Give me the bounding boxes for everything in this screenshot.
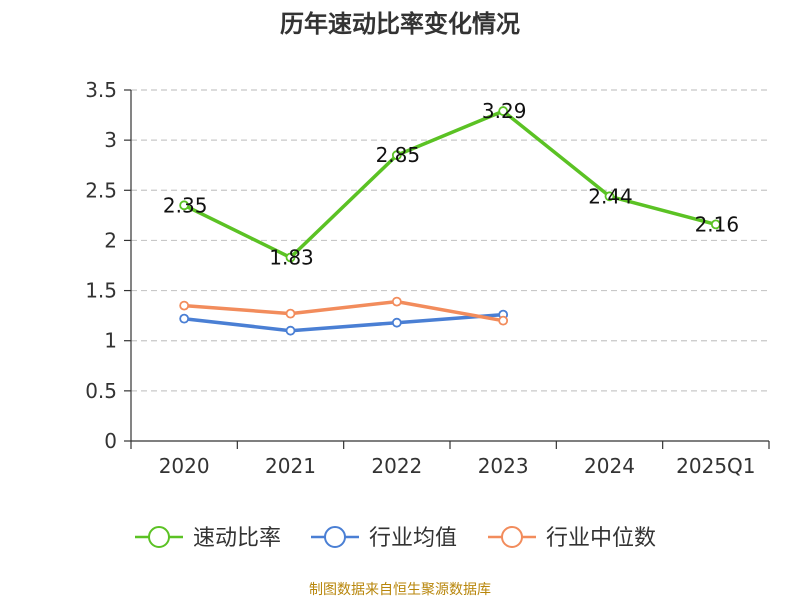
data-point	[391, 150, 402, 161]
data-point	[391, 296, 402, 307]
legend-label: 速动比率	[193, 526, 281, 551]
y-tick-label: 3.5	[85, 78, 117, 102]
legend-item-2[interactable]: 行业均值	[311, 526, 457, 551]
data-point	[604, 191, 615, 202]
grid	[131, 89, 769, 392]
x-tick-label: 2025Q1	[676, 454, 755, 478]
legend-item-3[interactable]: 行业中位数	[488, 526, 656, 551]
data-label: 2.35	[163, 193, 208, 217]
legend[interactable]: 速动比率 行业均值 行业中位数	[135, 526, 656, 551]
chart-title: 历年速动比率变化情况	[280, 10, 520, 38]
data-point	[285, 252, 296, 263]
series-line-1	[182, 109, 718, 260]
x-tick-label: 2023	[478, 454, 529, 478]
legend-label: 行业均值	[369, 526, 457, 551]
data-point	[285, 308, 296, 319]
y-tick-label: 1.5	[85, 279, 117, 303]
data-labels: 2.35 1.83 2.85 3.29 2.44 2.16	[163, 99, 739, 269]
data-point	[179, 313, 190, 324]
data-point	[179, 300, 190, 311]
x-tick-label: 2021	[265, 454, 316, 478]
legend-marker	[501, 526, 523, 548]
axes: 0 0.5 1 1.5 2 2.5 3 3.5 2020 2021 2022 2023 2024 2025…	[85, 78, 770, 478]
data-point	[498, 106, 509, 116]
source-note: 制图数据来自恒生聚源数据库	[309, 582, 491, 598]
data-label: 2.16	[695, 212, 740, 236]
data-label: 2.44	[588, 184, 633, 208]
legend-item-1[interactable]: 速动比率	[135, 526, 281, 551]
data-label: 2.85	[376, 143, 421, 167]
y-tick-label: 0	[104, 429, 117, 453]
y-tick-label: 3	[104, 128, 117, 152]
x-tick-label: 2022	[371, 454, 422, 478]
series	[179, 106, 721, 336]
series-line-3	[182, 299, 505, 323]
data-label: 3.29	[482, 99, 527, 123]
y-tick-label: 2	[104, 228, 117, 252]
data-point	[285, 325, 296, 336]
data-point	[498, 315, 509, 326]
legend-marker	[324, 526, 346, 548]
series-line-2	[182, 312, 505, 333]
data-point	[710, 219, 721, 230]
data-point	[179, 200, 190, 211]
legend-label: 行业中位数	[546, 526, 656, 551]
data-label: 1.83	[269, 245, 314, 269]
y-tick-label: 1	[104, 329, 117, 353]
x-tick-label: 2020	[159, 454, 210, 478]
x-tick-label: 2024	[584, 454, 635, 478]
y-tick-label: 0.5	[85, 379, 117, 403]
y-tick-label: 2.5	[85, 178, 117, 202]
legend-marker	[148, 526, 170, 548]
data-point	[391, 317, 402, 328]
